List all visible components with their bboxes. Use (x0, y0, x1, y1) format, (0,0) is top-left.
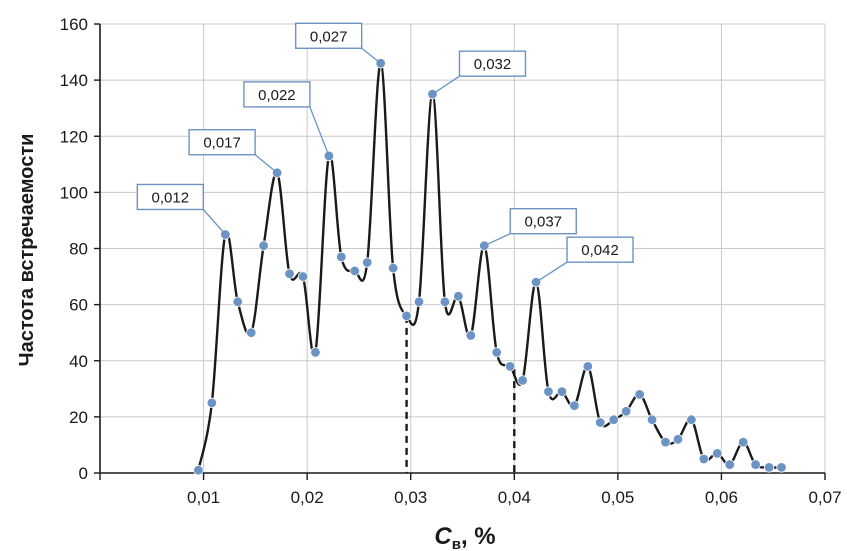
x-axis-label: Cв, % (434, 523, 495, 551)
x-axis-label-subscript: в (452, 536, 461, 551)
peak-callouts: 0,012 0,017 0,022 0,027 0,032 0,037 0,042 (136, 22, 634, 283)
data-points (193, 58, 787, 476)
callout-leader (309, 106, 330, 157)
data-point (323, 150, 335, 162)
data-point (349, 265, 360, 277)
callout-leader (432, 75, 460, 95)
data-point (258, 240, 269, 251)
data-point (246, 327, 257, 338)
y-tick-label: 0 (79, 464, 88, 483)
x-tick-label: 0,05 (601, 488, 634, 507)
x-tick-label: 0,06 (705, 488, 738, 507)
data-point (595, 417, 606, 428)
data-point (608, 414, 619, 425)
data-point (517, 375, 528, 386)
callout-box (136, 183, 205, 211)
callout-box (294, 22, 363, 49)
data-point (737, 436, 749, 448)
data-point (698, 453, 710, 465)
data-point (776, 462, 787, 473)
callout-leader (202, 209, 226, 235)
data-point (712, 448, 723, 459)
data-point (387, 262, 399, 274)
data-point (620, 406, 632, 417)
data-point (206, 397, 218, 409)
x-axis-label-unit: , % (461, 523, 496, 550)
y-tick-label: 60 (69, 296, 88, 315)
callout-label: 0,012 (152, 189, 190, 206)
callout-leader (535, 261, 568, 283)
x-tick-labels: 0,01 0,02 0,03 0,04 0,05 0,06 0,07 (187, 488, 842, 507)
callout-leader (361, 47, 382, 64)
x-tick-label: 0,04 (498, 488, 531, 507)
data-point (232, 296, 243, 308)
callout-label: 0,037 (524, 214, 562, 231)
callout-label: 0,022 (258, 87, 296, 104)
data-point (646, 414, 658, 425)
callout-box (243, 81, 311, 108)
data-point (634, 389, 645, 400)
callout-leader (483, 233, 511, 247)
callout-leader (254, 154, 278, 174)
dashed-reference-lines (405, 315, 516, 473)
y-tick-label: 100 (60, 183, 88, 202)
data-point (336, 251, 347, 263)
data-point (543, 386, 554, 397)
callout-box (458, 50, 527, 77)
data-point (310, 347, 321, 358)
x-tick-label: 0,02 (291, 488, 324, 507)
data-point (750, 459, 761, 470)
data-point (763, 462, 775, 473)
data-point (672, 434, 684, 445)
data-point (660, 436, 671, 448)
y-tick-label: 40 (69, 352, 88, 371)
x-axis-label-main: C (434, 523, 452, 550)
callout-label: 0,032 (474, 56, 512, 73)
data-point (439, 296, 451, 308)
x-tick-label: 0,07 (808, 488, 841, 507)
callout-label: 0,027 (310, 28, 348, 45)
y-axis-label: Частота встречаемости (16, 134, 38, 367)
callout-box (509, 207, 577, 235)
data-point (504, 361, 516, 372)
series-line (197, 62, 782, 471)
data-point (686, 414, 697, 425)
data-point (297, 271, 309, 282)
callout-label: 0,017 (203, 135, 241, 152)
data-point (401, 310, 412, 322)
data-point (556, 386, 568, 397)
y-tick-label: 80 (69, 240, 88, 259)
axes (94, 23, 826, 480)
data-point (193, 464, 204, 476)
data-point (284, 268, 295, 279)
data-point (724, 459, 735, 470)
y-tick-label: 140 (60, 71, 88, 90)
y-tick-labels: 0 20 40 60 80 100 120 140 160 (60, 15, 88, 483)
data-point (465, 330, 476, 341)
y-tick-label: 160 (60, 15, 88, 34)
callout-box (188, 129, 256, 156)
x-tick-label: 0,01 (187, 488, 220, 507)
data-point (413, 296, 425, 308)
y-tick-label: 20 (69, 408, 88, 427)
callout-label: 0,042 (581, 242, 619, 259)
y-tick-label: 120 (60, 127, 88, 146)
data-point (569, 400, 580, 411)
data-point (362, 257, 373, 268)
data-point (582, 361, 594, 372)
data-point (491, 347, 502, 358)
data-point (453, 291, 464, 302)
x-tick-label: 0,03 (394, 488, 427, 507)
callout-box (566, 236, 634, 263)
